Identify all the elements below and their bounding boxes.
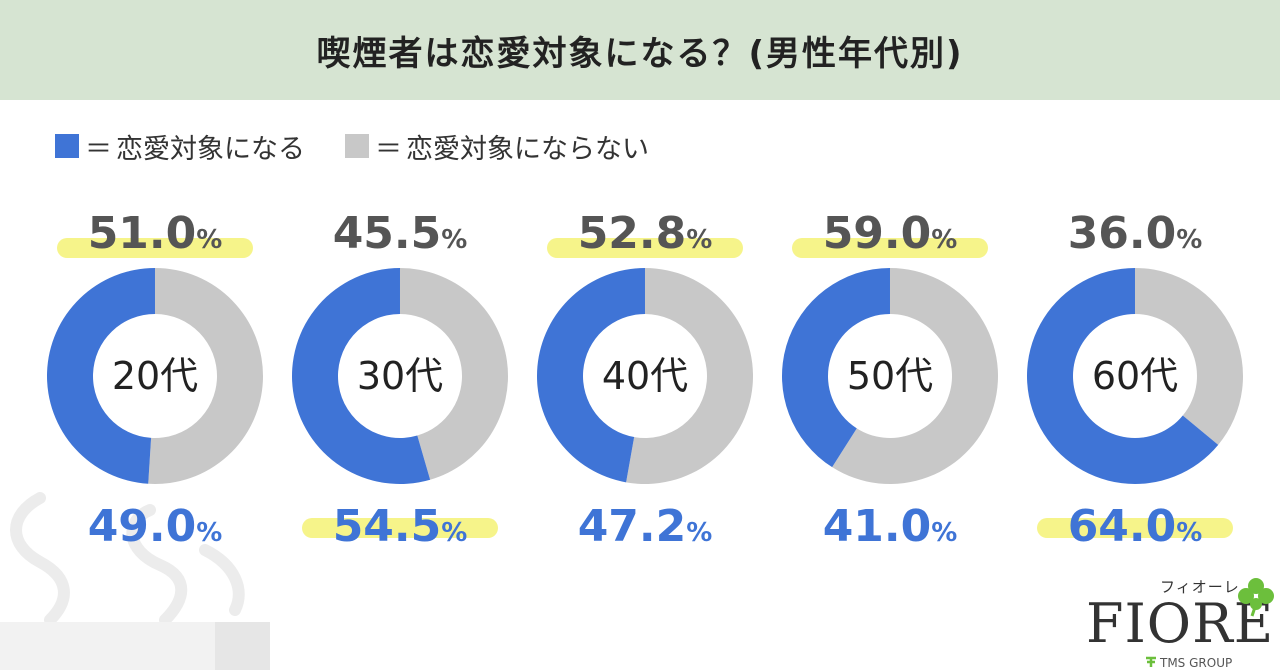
legend-item-no: ＝ 恋愛対象にならない bbox=[345, 127, 649, 166]
legend-swatch-no bbox=[345, 134, 369, 158]
value-label-no: 45.5% bbox=[333, 208, 468, 259]
donut-group: 40代 52.8% 47.2% bbox=[537, 208, 754, 552]
value-label-no: 51.0% bbox=[88, 208, 223, 259]
donut-slice-yes bbox=[537, 268, 645, 483]
fiore-logo: フィオーレ FIORE TMS GROUP bbox=[1082, 570, 1280, 670]
cigarette-tip bbox=[215, 622, 270, 670]
donut-slice-yes bbox=[782, 268, 890, 468]
highlight-bar-no bbox=[57, 238, 253, 258]
donut-slice-no bbox=[626, 268, 754, 485]
smoke-curve-left bbox=[10, 492, 70, 626]
donut-slice-no bbox=[1135, 268, 1243, 445]
donut-group: 20代 51.0% 49.0% bbox=[46, 208, 263, 552]
smoke-curve-right bbox=[199, 544, 245, 616]
donut-center-label: 50代 bbox=[847, 354, 933, 398]
value-label-no: 36.0% bbox=[1068, 208, 1203, 259]
highlight-bar-no bbox=[792, 238, 988, 258]
donut-group: 30代 45.5% 54.5% bbox=[292, 208, 508, 552]
legend-equals-sign: ＝ bbox=[375, 133, 402, 165]
legend-equals-sign: ＝ bbox=[85, 133, 112, 165]
value-label-no: 59.0% bbox=[823, 208, 958, 259]
donut-slice-yes bbox=[292, 268, 431, 484]
donut-center-label: 60代 bbox=[1092, 354, 1178, 398]
logo-kana: フィオーレ bbox=[1160, 578, 1240, 596]
value-label-yes: 64.0% bbox=[1068, 501, 1203, 552]
title-banner bbox=[0, 0, 1280, 100]
tms-mark-icon bbox=[1146, 656, 1156, 667]
legend-label-yes: 恋愛対象になる bbox=[116, 133, 305, 165]
chart-title: 喫煙者は恋愛対象になる？(男性年代別) bbox=[316, 33, 964, 74]
logo-group-name: TMS GROUP bbox=[1160, 656, 1233, 670]
value-label-yes: 49.0% bbox=[88, 501, 223, 552]
donut-group: 60代 36.0% 64.0% bbox=[1027, 208, 1243, 552]
donut-slice-yes bbox=[1027, 268, 1219, 484]
donut-center-label: 40代 bbox=[602, 354, 688, 398]
donut-slice-no bbox=[148, 268, 263, 484]
highlight-bar-yes bbox=[302, 518, 498, 538]
cigarette-body bbox=[0, 622, 215, 670]
donut-slice-no bbox=[832, 268, 998, 484]
legend-swatch-yes bbox=[55, 134, 79, 158]
donut-center-label: 30代 bbox=[357, 354, 443, 398]
highlight-bar-no bbox=[547, 238, 743, 258]
value-label-yes: 41.0% bbox=[823, 501, 958, 552]
value-label-no: 52.8% bbox=[578, 208, 713, 259]
legend-item-yes: ＝ 恋愛対象になる bbox=[55, 127, 305, 166]
donut-center-label: 20代 bbox=[112, 354, 198, 398]
donut-slice-no bbox=[400, 268, 508, 480]
legend-label-no: 恋愛対象にならない bbox=[406, 133, 649, 165]
legend: ＝ 恋愛対象になる ＝ 恋愛対象にならない bbox=[55, 126, 649, 166]
smoke-curve-middle bbox=[126, 504, 188, 626]
value-label-yes: 47.2% bbox=[578, 501, 713, 552]
cigarette-illustration bbox=[0, 492, 270, 670]
highlight-bar-yes bbox=[1037, 518, 1233, 538]
clover-icon bbox=[1238, 578, 1274, 617]
donut-slice-yes bbox=[46, 268, 155, 484]
donut-group: 50代 59.0% 41.0% bbox=[782, 208, 998, 552]
value-label-yes: 54.5% bbox=[333, 501, 468, 552]
